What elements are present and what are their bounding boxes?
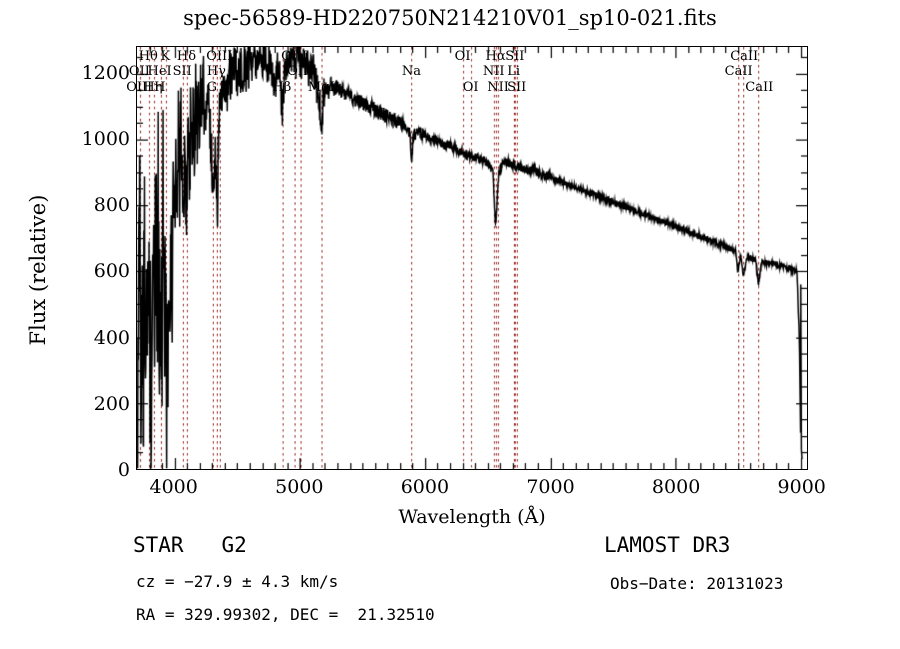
x-tick-7000: 7000 xyxy=(526,476,575,498)
line-marker-label-16: Na xyxy=(401,64,422,79)
line-marker-label-17: OI xyxy=(454,49,471,64)
x-tick-8000: 8000 xyxy=(651,476,701,498)
line-marker-label-15: MgI xyxy=(307,80,335,95)
spectrum-plot-area xyxy=(136,46,808,470)
line-marker-label-4: H xyxy=(154,80,166,95)
y-tick-200: 200 xyxy=(93,392,130,415)
line-marker-label-7: SII xyxy=(172,64,192,79)
redshift-velocity: cz = −27.9 ± 4.3 km/s xyxy=(136,572,339,591)
x-tick-5000: 5000 xyxy=(275,476,324,498)
line-marker-label-22: SII xyxy=(505,49,525,64)
line-marker-label-27: CaII xyxy=(745,80,774,95)
line-marker-label-26: CaII xyxy=(724,64,753,79)
x-tick-6000: 6000 xyxy=(400,476,450,498)
line-marker-label-24: SII xyxy=(507,80,527,95)
y-tick-1200: 1200 xyxy=(81,61,130,84)
line-marker-label-18: OI xyxy=(462,80,479,95)
y-tick-0: 0 xyxy=(117,459,130,481)
line-marker-label-13: OIII xyxy=(281,49,308,64)
spectrum-canvas xyxy=(137,47,807,469)
line-marker-label-12: Hβ xyxy=(272,80,292,95)
line-marker-label-19: Hα xyxy=(485,49,506,64)
line-marker-label-23: Li xyxy=(507,64,521,79)
line-marker-label-25: CaII xyxy=(730,49,759,64)
line-marker-label-11: OIII xyxy=(206,49,233,64)
line-marker-label-8: Hδ xyxy=(176,49,197,64)
y-axis-tick-labels: 0 200 400 600 800 1000 1200 xyxy=(0,0,130,649)
sky-coordinates: RA = 329.99302, DEC = 21.32510 xyxy=(136,605,435,624)
line-marker-label-1: OII xyxy=(128,64,150,79)
line-marker-label-0: Hθ xyxy=(138,49,158,64)
line-marker-label-21: NII xyxy=(487,80,509,95)
y-tick-800: 800 xyxy=(93,194,130,216)
line-marker-label-3: Hη xyxy=(143,80,163,95)
x-axis-title: Wavelength (Å) xyxy=(398,506,546,528)
y-tick-400: 400 xyxy=(93,326,130,349)
object-class-label: STAR G2 xyxy=(133,533,247,557)
line-marker-label-20: NII xyxy=(482,64,505,79)
line-marker-label-10: G xyxy=(206,80,218,95)
line-marker-label-9: Hγ xyxy=(206,64,226,79)
y-tick-600: 600 xyxy=(93,260,130,283)
line-marker-label-6: HeI xyxy=(147,64,172,79)
page-title: spec-56589-HD220750N214210V01_sp10-021.f… xyxy=(183,6,717,30)
line-marker-label-14: OIII xyxy=(287,64,314,79)
observation-date: Obs−Date: 20131023 xyxy=(610,574,784,593)
x-tick-4000: 4000 xyxy=(149,476,198,498)
line-marker-label-2: OIII xyxy=(126,80,153,95)
x-tick-9000: 9000 xyxy=(777,476,826,498)
y-axis-title: Flux (relative) xyxy=(26,194,50,346)
survey-label: LAMOST DR3 xyxy=(604,533,731,557)
line-marker-label-5: K xyxy=(160,49,171,64)
y-tick-1000: 1000 xyxy=(81,127,130,150)
